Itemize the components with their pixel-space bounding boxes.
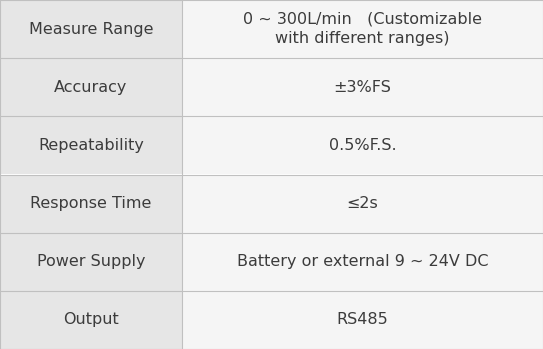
Bar bbox=[182, 174, 543, 233]
Text: Repeatability: Repeatability bbox=[38, 138, 144, 153]
Bar bbox=[0, 58, 182, 116]
Text: Response Time: Response Time bbox=[30, 196, 151, 211]
Bar bbox=[0, 174, 182, 233]
Bar bbox=[182, 0, 543, 58]
Bar bbox=[0, 0, 182, 58]
Text: Accuracy: Accuracy bbox=[54, 80, 128, 95]
Text: Power Supply: Power Supply bbox=[37, 254, 145, 269]
Text: 0.5%F.S.: 0.5%F.S. bbox=[329, 138, 396, 153]
Bar bbox=[182, 291, 543, 349]
Bar bbox=[182, 233, 543, 291]
Bar bbox=[182, 58, 543, 116]
Bar bbox=[0, 116, 182, 174]
Text: Battery or external 9 ~ 24V DC: Battery or external 9 ~ 24V DC bbox=[237, 254, 488, 269]
Bar bbox=[0, 233, 182, 291]
Text: ≤2s: ≤2s bbox=[346, 196, 378, 211]
Text: Output: Output bbox=[63, 312, 119, 327]
Text: RS485: RS485 bbox=[337, 312, 388, 327]
Text: 0 ~ 300L/min   (Customizable
with different ranges): 0 ~ 300L/min (Customizable with differen… bbox=[243, 12, 482, 46]
Bar bbox=[182, 116, 543, 174]
Text: Measure Range: Measure Range bbox=[29, 22, 153, 37]
Bar bbox=[0, 291, 182, 349]
Text: ±3%FS: ±3%FS bbox=[333, 80, 392, 95]
